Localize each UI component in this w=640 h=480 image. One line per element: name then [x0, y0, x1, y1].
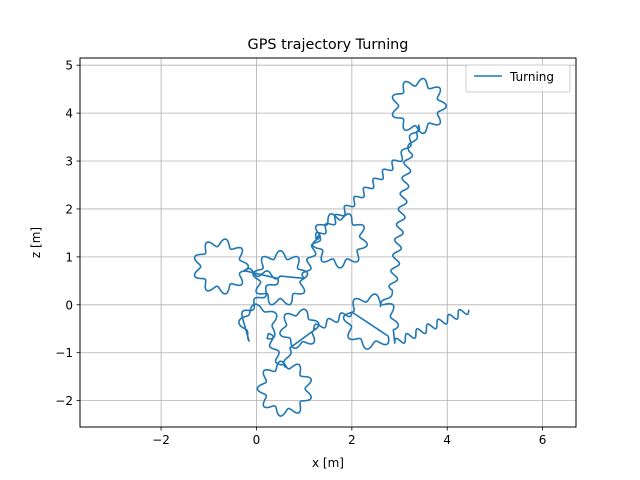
series-line-turning [193, 77, 470, 417]
plot-frame [79, 57, 577, 428]
y-tick-label: 5 [65, 59, 73, 73]
y-tick-label: −1 [55, 346, 73, 360]
grid-lines [80, 58, 576, 427]
y-tick-label: 0 [65, 298, 73, 312]
y-tick-label: 2 [65, 202, 73, 216]
y-tick-label: 4 [65, 107, 73, 121]
x-tick-label: −2 [152, 433, 170, 447]
x-tick-label: 2 [348, 433, 356, 447]
axis-ticks: −2 0 2 4 6 −2 −1 0 1 2 3 4 5 [55, 59, 546, 447]
x-tick-label: 6 [539, 433, 547, 447]
x-tick-label: 4 [443, 433, 451, 447]
legend: Turning [465, 64, 571, 93]
y-tick-label: 3 [65, 155, 73, 169]
legend-label: Turning [509, 70, 554, 84]
y-tick-label: −2 [55, 394, 73, 408]
chart-title: GPS trajectory Turning [248, 37, 409, 53]
series-layer [193, 77, 470, 417]
legend-box [465, 64, 571, 93]
x-axis-label: x [m] [312, 456, 344, 470]
y-tick-label: 1 [65, 250, 73, 264]
y-axis-label: z [m] [29, 227, 43, 258]
x-tick-label: 0 [253, 433, 261, 447]
